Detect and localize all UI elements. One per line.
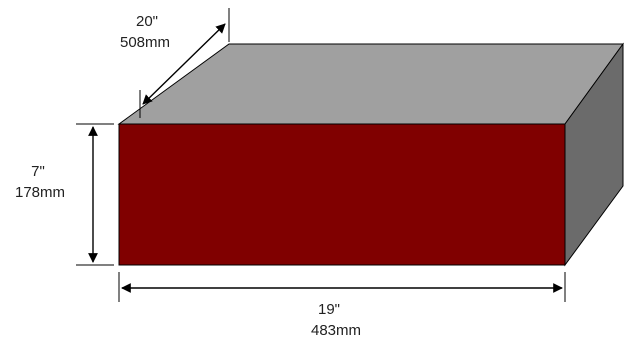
depth-dimension: 20" 508mm xyxy=(120,8,230,118)
height-inches-label: 7" xyxy=(31,163,45,180)
depth-inches-label: 20" xyxy=(136,13,158,30)
width-dimension: 19" 483mm xyxy=(118,272,566,339)
width-inches-label: 19" xyxy=(318,301,340,318)
box-front-face xyxy=(118,123,566,266)
depth-dimension-arrow xyxy=(142,23,226,105)
width-mm-label: 483mm xyxy=(311,322,361,339)
height-dimension: 7" 178mm xyxy=(15,123,114,266)
depth-mm-label: 508mm xyxy=(120,34,170,51)
box-top-face xyxy=(117,43,624,125)
box xyxy=(117,42,624,267)
height-mm-label: 178mm xyxy=(15,184,65,201)
